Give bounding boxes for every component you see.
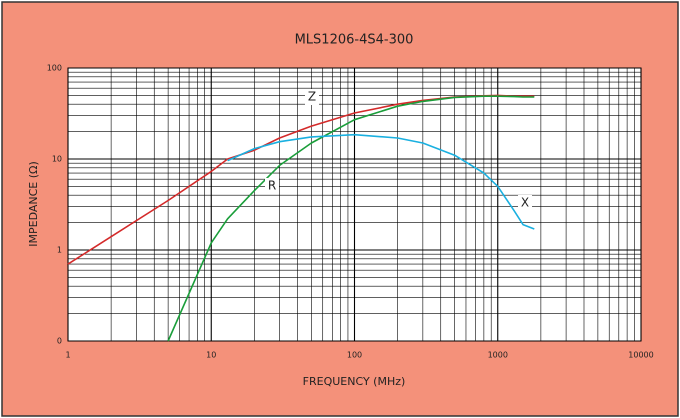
x-tick-label: 1 (65, 351, 70, 360)
annotation: Z (308, 90, 316, 104)
y-axis-label: IMPEDANCE (Ω) (27, 161, 40, 246)
annotation-bg (518, 195, 532, 211)
series-line (167, 95, 535, 342)
annotation-bg (305, 89, 319, 105)
annotation: R (268, 179, 276, 193)
annotation-bg (265, 178, 279, 194)
series-line (227, 133, 535, 230)
y-tick-label: 1 (57, 246, 62, 255)
x-tick-label: 10000 (628, 351, 653, 360)
annotation: X (521, 196, 529, 210)
y-tick-label: 10 (52, 155, 62, 164)
y-tick-label: 100 (47, 64, 62, 73)
y-tick-label: 0 (57, 337, 62, 346)
x-tick-label: 1000 (488, 351, 508, 360)
chart-title: MLS1206-4S4-300 (295, 33, 414, 48)
x-axis-label: FREQUENCY (MHz) (303, 375, 406, 388)
x-tick-label: 10 (206, 351, 216, 360)
x-tick-label: 100 (347, 351, 362, 360)
